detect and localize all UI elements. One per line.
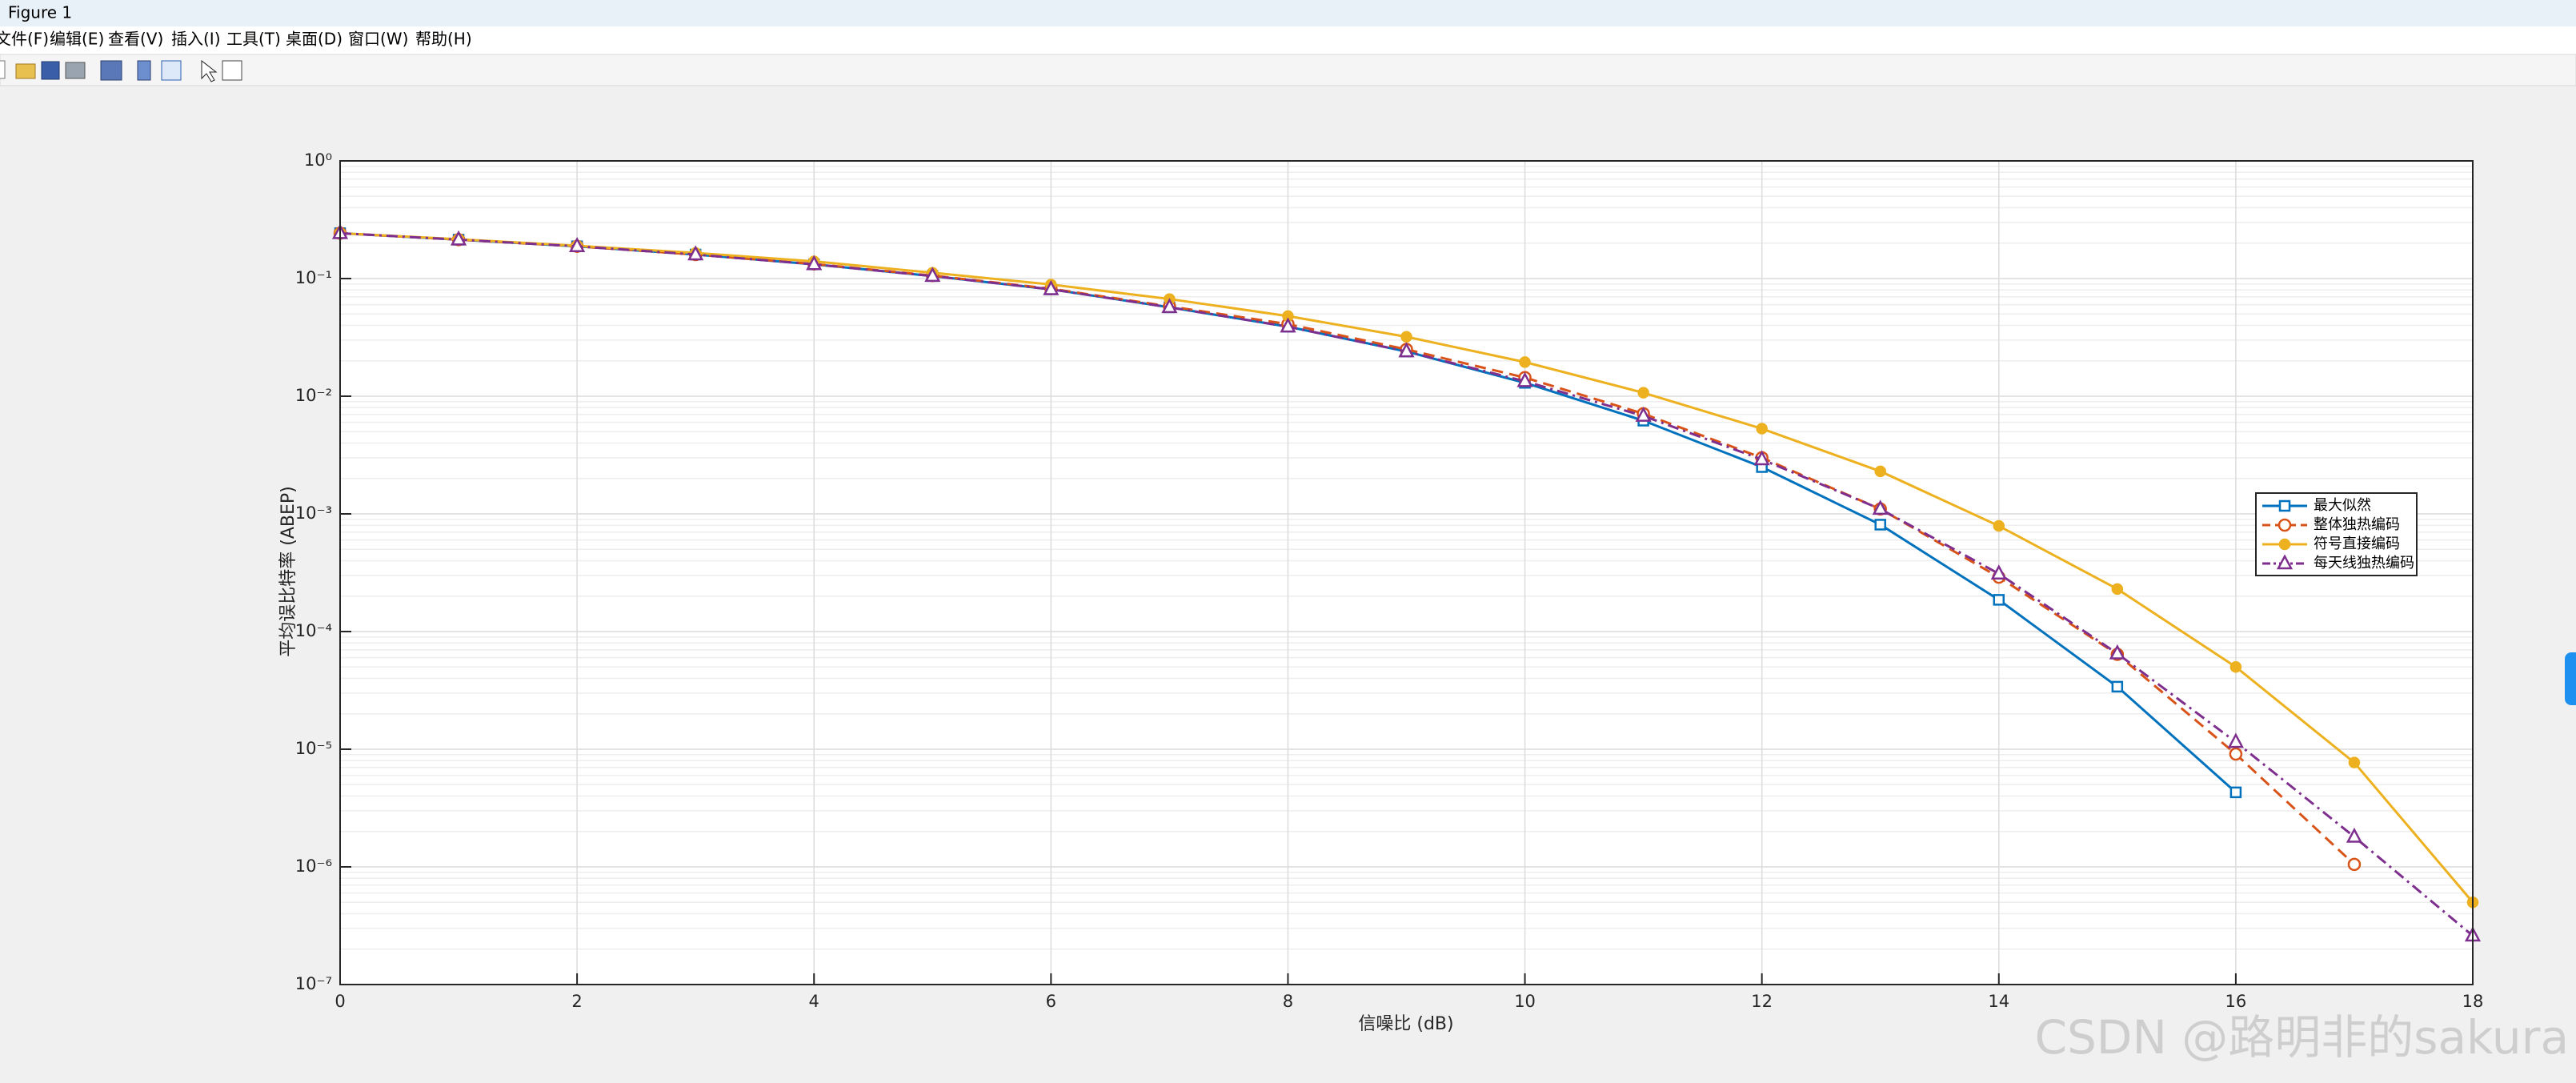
marker (569, 237, 586, 252)
marker (2111, 680, 2124, 693)
x-tick-label: 0 (335, 992, 345, 1011)
x-tick-label: 10 (1514, 992, 1536, 1011)
marker (1043, 279, 1060, 295)
legend-label: 每天线独热编码 (2314, 555, 2414, 572)
toolbar-icons (0, 59, 242, 82)
marker (2227, 732, 2244, 748)
icon-new[interactable] (0, 60, 6, 79)
marker (1400, 331, 1412, 343)
menu-item[interactable]: 编辑(E) (50, 30, 104, 49)
marker (1756, 423, 1768, 435)
marker (1635, 406, 1652, 422)
icon-property[interactable] (222, 60, 242, 81)
x-axis-label: 信噪比 (dB) (1358, 1014, 1453, 1034)
y-tick-label: 10⁻³ (295, 503, 332, 523)
icon-colorbar[interactable] (137, 60, 151, 81)
menu-item[interactable]: 桌面(D) (286, 30, 343, 49)
marker (2278, 538, 2291, 551)
legend-label: 整体独热编码 (2314, 516, 2400, 533)
icon-open[interactable] (15, 63, 36, 79)
x-tick-label: 18 (2462, 992, 2484, 1011)
y-tick-label: 10⁻⁷ (295, 974, 332, 993)
marker (2111, 583, 2124, 596)
legend-label: 最大似然 (2314, 497, 2371, 514)
menu-item[interactable]: 帮助(H) (415, 30, 472, 49)
marker (1519, 356, 1531, 368)
marker (2109, 644, 2125, 660)
x-tick-label: 14 (1988, 992, 2009, 1011)
y-tick-label: 10⁻⁶ (295, 856, 332, 876)
axes-background (340, 161, 2473, 985)
plot: 10⁻⁷ 10⁻⁶ 10⁻⁵ 10⁻⁴ 10⁻³ 10⁻² 10⁻¹ 10⁰ 0 2 4 6 8 10 12… (295, 150, 2484, 1011)
marker (1637, 387, 1649, 399)
marker (2276, 554, 2294, 570)
side-tab[interactable] (2565, 652, 2576, 705)
marker (1993, 594, 2005, 606)
x-tick-label: 8 (1283, 992, 1293, 1011)
marker (450, 230, 467, 246)
marker (1993, 519, 2005, 532)
y-axis-label: 平均误比特率 (ABEP) (278, 486, 298, 656)
menu-items: 文件(F) 编辑(E) 查看(V) 插入(I) 工具(T) 桌面(D) 窗口(W) 帮助(H) (0, 30, 472, 49)
x-tick-label: 4 (809, 992, 819, 1011)
marker (2229, 786, 2242, 799)
marker (2347, 857, 2362, 872)
y-tick-label: 10⁻⁵ (295, 739, 332, 758)
marker (1516, 371, 1533, 387)
x-tick-label: 6 (1046, 992, 1056, 1011)
marker (2229, 747, 2243, 761)
x-tick-label: 12 (1751, 992, 1773, 1011)
marker (1280, 317, 1296, 333)
window-title: Figure 1 (8, 3, 72, 22)
icon-legend[interactable] (161, 60, 182, 81)
menu-item[interactable]: 窗口(W) (348, 30, 408, 49)
menu-item[interactable]: 查看(V) (108, 30, 163, 49)
menu-item[interactable]: 文件(F) (0, 30, 49, 49)
series-line (339, 231, 2355, 865)
marker (687, 245, 704, 261)
marker (1874, 519, 1886, 531)
marker (2278, 499, 2291, 512)
marker (1753, 450, 1770, 466)
x-tick-label: 2 (571, 992, 582, 1011)
marker (806, 255, 823, 271)
marker (2229, 661, 2242, 673)
icon-print-preview[interactable] (100, 60, 122, 81)
watermark: CSDN @路明非的sakura (2034, 1010, 2569, 1065)
y-tick-label: 10⁻² (295, 386, 332, 405)
y-tick-label: 10⁻¹ (295, 268, 332, 287)
marker (1161, 298, 1178, 314)
y-tick-label: 10⁰ (304, 150, 332, 170)
marker (1874, 465, 1886, 478)
marker (924, 267, 941, 283)
y-tick-label: 10⁻⁴ (295, 621, 332, 640)
marker (2348, 756, 2361, 768)
icon-save[interactable] (41, 61, 60, 80)
x-tick-label: 16 (2225, 992, 2247, 1011)
marker (1990, 564, 2007, 580)
icon-pointer[interactable] (201, 59, 218, 82)
marker (1398, 342, 1415, 358)
marker (2278, 518, 2292, 532)
toolbar (0, 54, 2576, 86)
axes-box (339, 160, 2474, 985)
icon-print[interactable] (65, 62, 86, 79)
marker (2346, 827, 2363, 843)
menu-item[interactable]: 工具(T) (226, 30, 281, 49)
legend-label: 符号直接编码 (2314, 535, 2400, 552)
menu-item[interactable]: 插入(I) (171, 30, 221, 49)
title-bar (0, 0, 2576, 26)
menu-bar (0, 26, 2576, 54)
marker (1872, 499, 1889, 515)
